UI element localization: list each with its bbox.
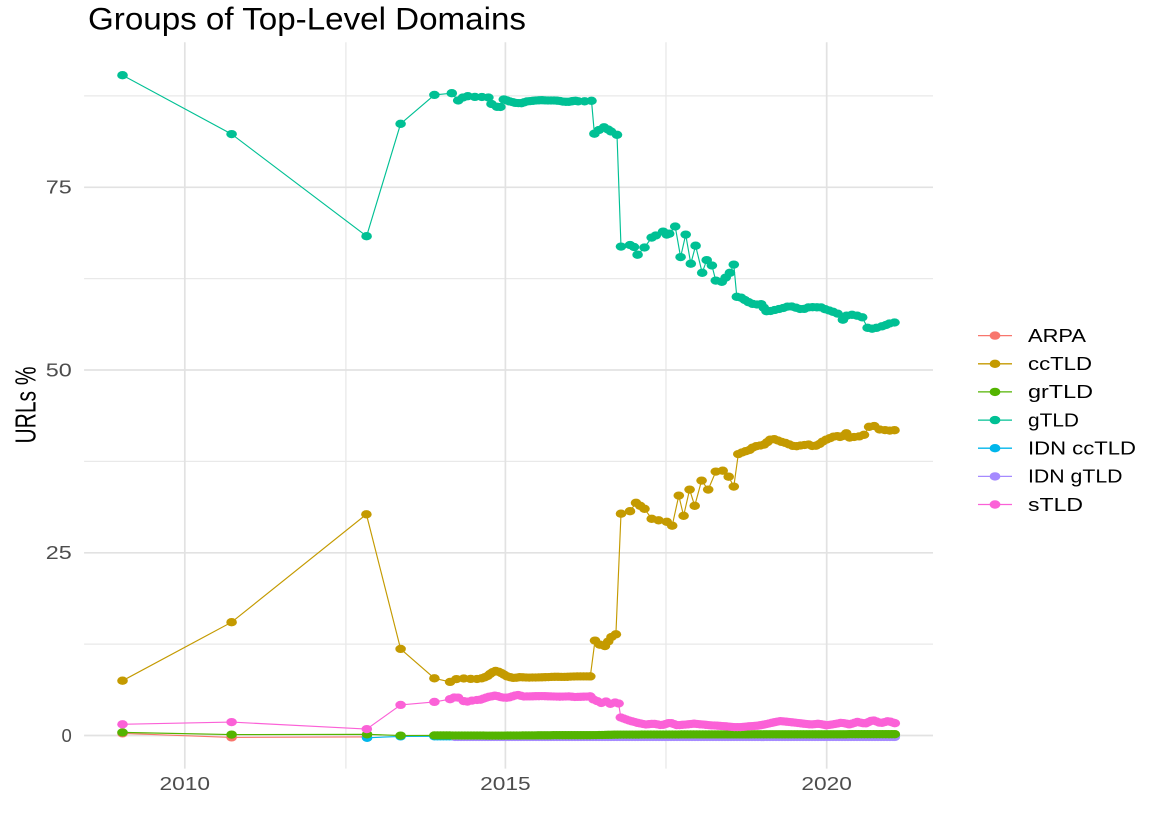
svg-text:2015: 2015	[480, 773, 531, 794]
svg-text:IDN gTLD: IDN gTLD	[1028, 466, 1123, 487]
svg-text:50: 50	[46, 359, 72, 380]
svg-text:75: 75	[46, 177, 72, 198]
svg-text:IDN ccTLD: IDN ccTLD	[1028, 438, 1136, 459]
svg-text:ARPA: ARPA	[1028, 325, 1087, 346]
svg-text:grTLD: grTLD	[1028, 381, 1093, 402]
svg-text:2020: 2020	[801, 773, 852, 794]
svg-text:25: 25	[46, 542, 72, 563]
svg-text:ccTLD: ccTLD	[1028, 353, 1092, 374]
svg-text:0: 0	[62, 725, 72, 746]
svg-text:sTLD: sTLD	[1028, 494, 1083, 515]
svg-text:gTLD: gTLD	[1028, 409, 1079, 430]
svg-text:URLs %: URLs %	[10, 367, 42, 444]
svg-text:2010: 2010	[160, 773, 211, 794]
svg-text:Groups of Top-Level Domains: Groups of Top-Level Domains	[88, 1, 526, 37]
